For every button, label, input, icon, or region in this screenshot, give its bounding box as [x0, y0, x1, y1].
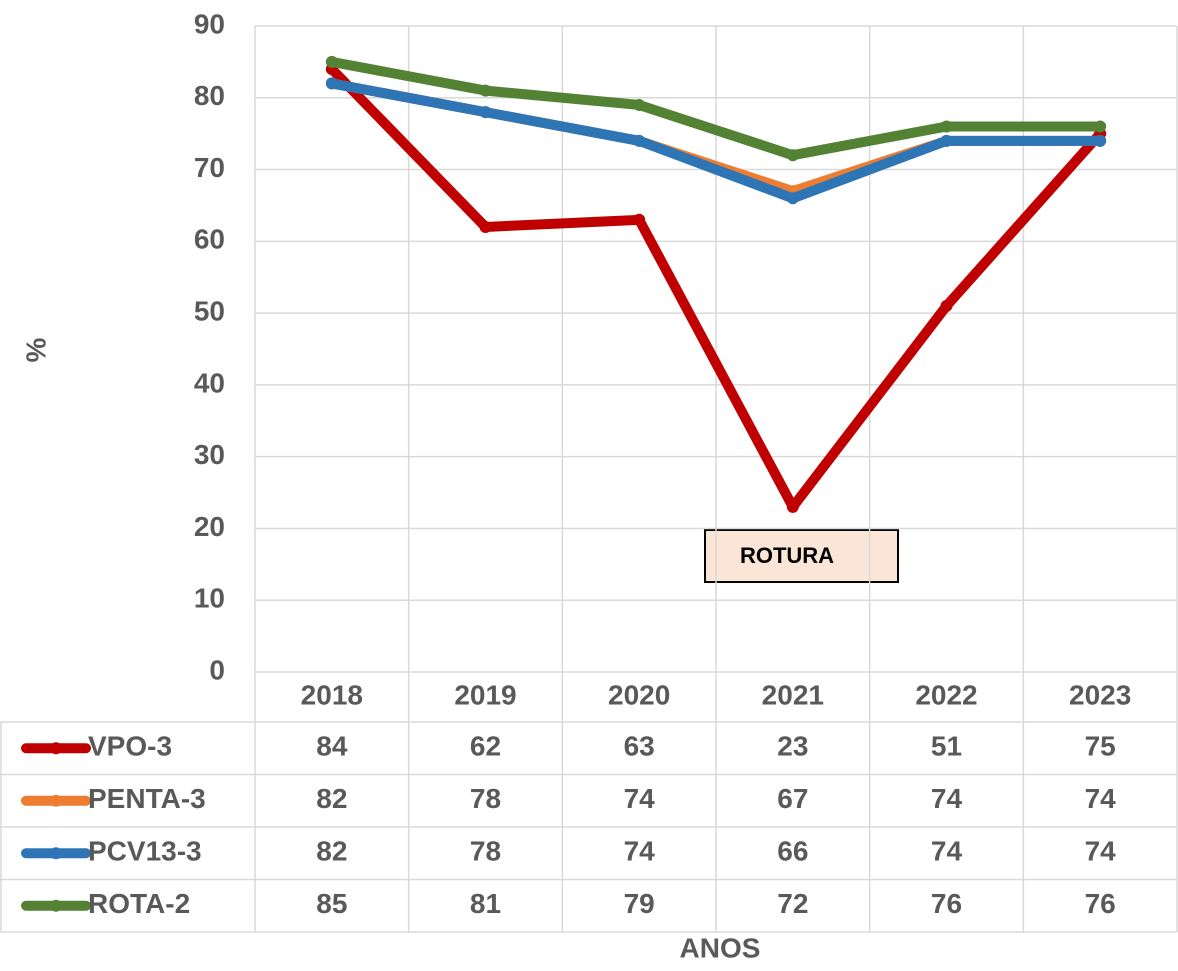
point — [1094, 134, 1107, 147]
y-tick-label: 60 — [194, 224, 225, 255]
y-tick-label: 70 — [194, 152, 225, 183]
series-line — [330, 78, 1101, 204]
table-value: 74 — [1085, 836, 1117, 867]
point — [479, 106, 492, 119]
legend-marker — [50, 794, 62, 807]
legend-marker — [50, 847, 62, 860]
point — [940, 120, 953, 133]
table-value: 85 — [316, 888, 347, 919]
point — [479, 220, 492, 233]
point — [325, 55, 338, 68]
legend-label: ROTA-2 — [88, 888, 190, 919]
y-tick-label: 10 — [194, 583, 225, 614]
x-tick-label: 2021 — [762, 679, 824, 710]
table-value: 23 — [777, 731, 808, 762]
table-value: 72 — [777, 888, 808, 919]
point — [633, 98, 646, 111]
table-value: 78 — [470, 783, 501, 814]
x-tick-label: 2020 — [608, 679, 670, 710]
point — [325, 77, 338, 90]
point — [1094, 120, 1107, 133]
y-tick-label: 30 — [194, 439, 225, 470]
point — [633, 213, 646, 226]
legend-marker — [50, 899, 62, 912]
x-tick-label: 2019 — [454, 679, 516, 710]
legend-label: PCV13-3 — [88, 836, 202, 867]
y-tick-label: 0 — [209, 654, 225, 685]
y-axis-label: % — [20, 337, 51, 362]
point — [633, 134, 646, 147]
y-tick-label: 80 — [194, 80, 225, 111]
table-value: 74 — [931, 836, 963, 867]
x-axis-label: ANOS — [680, 932, 761, 963]
table-value: 75 — [1085, 731, 1116, 762]
point — [786, 192, 799, 205]
point — [786, 500, 799, 513]
x-tick-label: 2023 — [1069, 679, 1131, 710]
x-tick-label: 2018 — [301, 679, 363, 710]
table-value: 81 — [470, 888, 501, 919]
table-value: 74 — [1085, 783, 1117, 814]
table-value: 82 — [316, 836, 347, 867]
x-tick-label: 2022 — [915, 679, 977, 710]
legend-label: VPO-3 — [88, 731, 172, 762]
table-value: 76 — [931, 888, 962, 919]
table-value: 84 — [316, 731, 348, 762]
series-line — [328, 65, 1104, 512]
table-value: 74 — [624, 836, 656, 867]
table-value: 74 — [624, 783, 656, 814]
legend-label: PENTA-3 — [88, 783, 206, 814]
table-value: 63 — [624, 731, 655, 762]
point — [940, 134, 953, 147]
annotation-box — [704, 529, 899, 583]
y-tick-label: 40 — [194, 367, 225, 398]
table-value: 78 — [470, 836, 501, 867]
table-value: 62 — [470, 731, 501, 762]
annotation: ROTURA — [740, 543, 834, 568]
point — [479, 84, 492, 97]
y-tick-label: 50 — [194, 296, 225, 327]
table-value: 67 — [777, 783, 808, 814]
table-value: 76 — [1085, 888, 1116, 919]
series-line — [330, 56, 1101, 161]
table-value: 74 — [931, 783, 963, 814]
legend-marker — [50, 742, 62, 755]
table-value: 79 — [624, 888, 655, 919]
table-value: 51 — [931, 731, 962, 762]
point — [940, 299, 953, 312]
table-value: 66 — [777, 836, 808, 867]
point — [786, 149, 799, 162]
table-value: 82 — [316, 783, 347, 814]
y-tick-label: 20 — [194, 511, 225, 542]
y-tick-label: 90 — [194, 8, 225, 39]
